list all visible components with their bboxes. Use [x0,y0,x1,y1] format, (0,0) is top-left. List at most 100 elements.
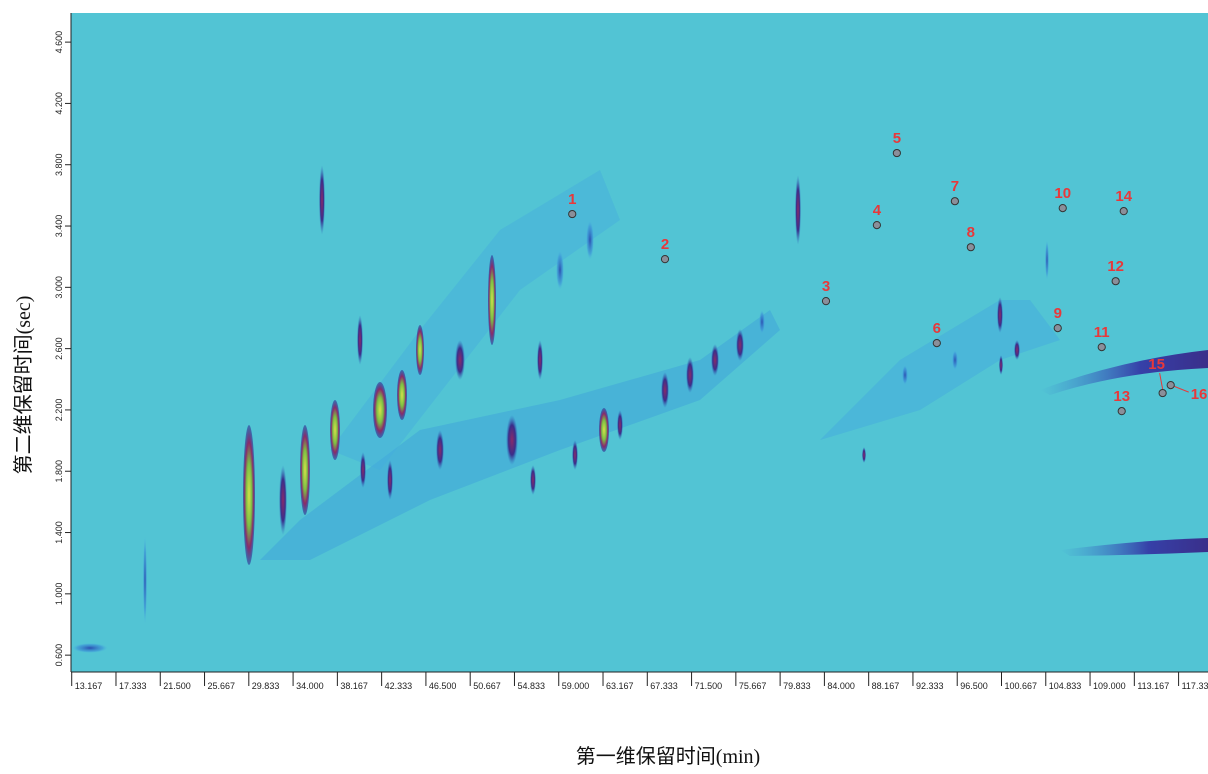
peak-label: 5 [893,130,901,147]
peak-point [1059,204,1066,211]
x-axis-title: 第一维保留时间(min) [576,745,760,768]
y-tick-label: 4.200 [54,92,64,115]
y-tick-label: 3.400 [54,215,64,238]
page: GC×GC html, body { margin: 0; padding: 0… [0,0,1208,774]
y-axis-title: 第二维保留时间(sec) [12,296,35,475]
x-tick-label: 13.167 [75,681,103,691]
x-tick-label: 29.833 [252,681,280,691]
peak-point [967,244,974,251]
x-tick-label: 104.833 [1049,681,1082,691]
blob [143,535,147,625]
blob [243,425,255,565]
body: {"chart_data": { "type": "scatter", "x_l… [0,0,1208,774]
peak-point [873,222,880,229]
peak-point [661,256,668,263]
blob [360,452,366,488]
peak-label: 9 [1054,305,1062,322]
blob [530,465,536,495]
peak-label: 1 [568,191,576,208]
x-tick-label: 75.667 [739,681,767,691]
x-tick-label: 96.500 [960,681,988,691]
blob [599,408,609,452]
x-tick-label: 38.167 [340,681,368,691]
x-tick-label: 46.500 [429,681,457,691]
blob [997,297,1003,333]
blob [572,440,578,470]
x-tick-label: 34.000 [296,681,324,691]
x-tick-label: 67.333 [650,681,678,691]
y-tick-label: 2.600 [54,337,64,360]
peak-label: 11 [1094,324,1110,341]
peak-label: 12 [1107,258,1124,275]
blob [617,410,623,440]
peak-label: 13 [1113,388,1130,405]
blob [999,355,1003,375]
blob [506,415,518,465]
peak-label: 8 [967,224,975,241]
blob [556,250,564,290]
peak-point [893,149,900,156]
peak-point [1054,324,1061,331]
x-tick-label: 100.667 [1005,681,1038,691]
blob [736,329,744,361]
blob [488,255,496,345]
x-tick-label: 113.167 [1137,681,1169,691]
blob [1045,240,1049,280]
x-tick-label: 54.833 [517,681,545,691]
peak-point [1159,389,1166,396]
blob [72,643,108,653]
peak-point [951,198,958,205]
peak-label: 6 [933,320,941,337]
x-tick-label: 79.833 [783,681,811,691]
peak-label: 2 [661,236,669,253]
peak-point [1112,278,1119,285]
peak-point [1120,208,1127,215]
y-tick-label: 1.400 [54,521,64,544]
y-tick-label: 3.000 [54,276,64,299]
peak-point [933,340,940,347]
x-tick-label: 84.000 [827,681,855,691]
blob [661,372,669,408]
x-tick-label: 42.333 [385,681,413,691]
blob [586,220,594,260]
blob [1014,340,1020,360]
peak-label: 3 [822,278,830,295]
blob [537,340,543,380]
x-tick-label: 59.000 [562,681,590,691]
x-tick-label: 25.667 [208,681,236,691]
blob [319,165,325,235]
y-tick-label: 1.000 [54,583,64,606]
blob [300,425,310,515]
x-tick-label: 88.167 [872,681,900,691]
blob [686,357,694,393]
blob [330,400,340,460]
x-tick-label: 63.167 [606,681,634,691]
x-tick-label: 117.333 [1182,681,1208,691]
peak-label: 16 [1191,386,1208,403]
y-tick-label: 1.800 [54,460,64,483]
x-tick-label: 21.500 [163,681,191,691]
peak-label: 4 [873,202,882,219]
x-tick-label: 71.500 [695,681,723,691]
y-tick-label: 2.200 [54,399,64,422]
blob [759,310,765,334]
peak-point [822,298,829,305]
blob [279,465,287,535]
blob [387,460,393,500]
chart: 第一维保留时间(min) 第二维保留时间(sec) 13.16717.33321… [0,0,1208,774]
blob [952,350,958,370]
blob [902,365,908,385]
blob [795,175,801,245]
blob [455,340,465,380]
peak-point [569,210,576,217]
x-tick-label: 50.667 [473,681,501,691]
peak-point [1098,343,1105,350]
x-tick-label: 17.333 [119,681,147,691]
peak-point [1167,382,1174,389]
peak-label: 7 [951,178,959,195]
blob [373,382,387,438]
blob [416,325,424,375]
x-tick-label: 109.000 [1093,681,1126,691]
blob [711,344,719,376]
y-tick-label: 0.600 [54,644,64,667]
